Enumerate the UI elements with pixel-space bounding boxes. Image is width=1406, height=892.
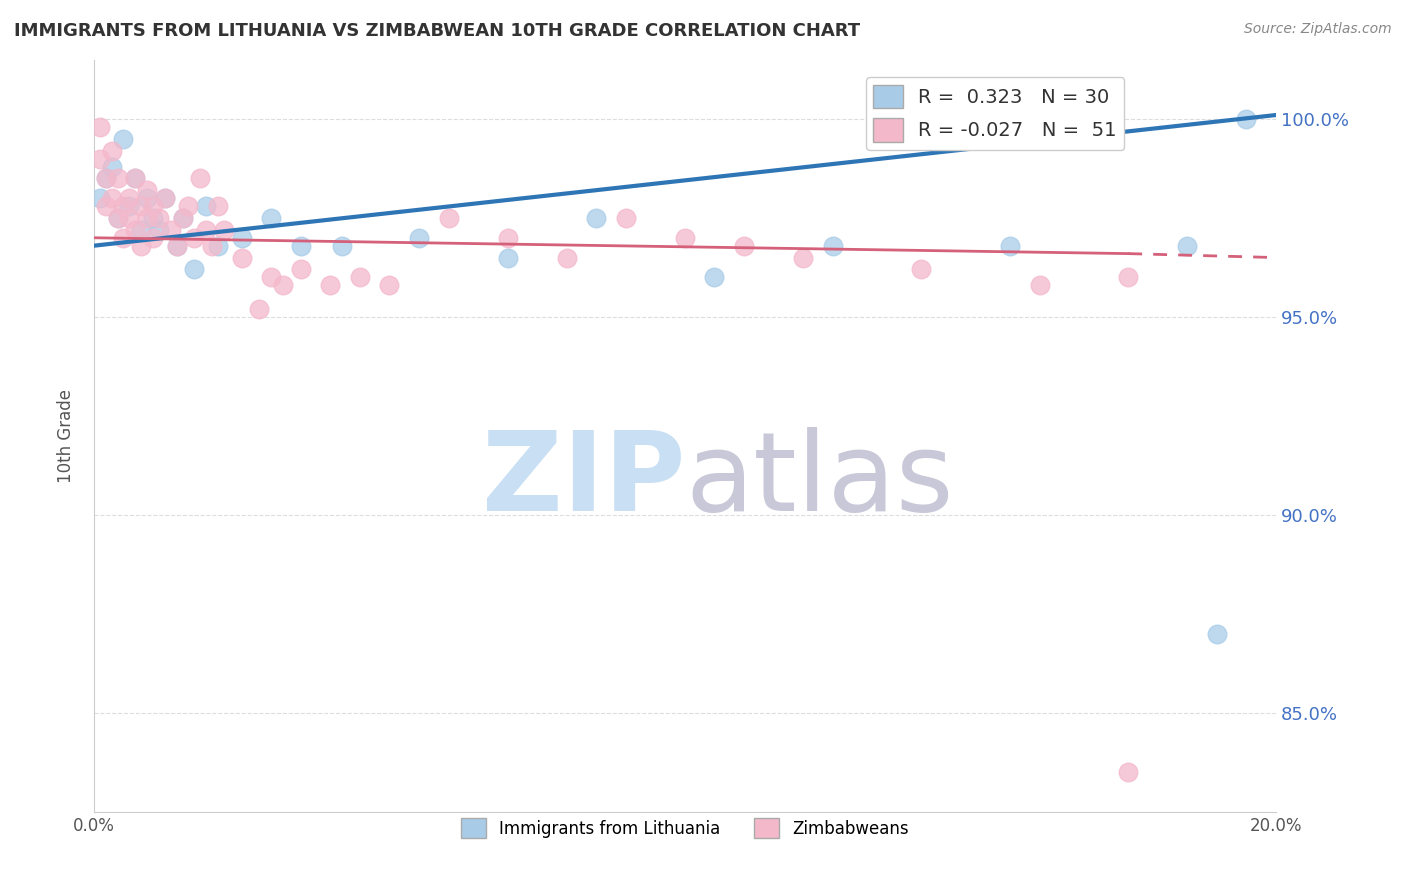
Point [142,231,165,245]
Point [129,223,152,237]
Legend: Immigrants from Lithuania, Zimbabweans: Immigrants from Lithuania, Zimbabweans [454,811,915,845]
Point [89,120,111,134]
Point [112,199,135,213]
Point [207,199,229,213]
Point [100,160,122,174]
Point [89,191,111,205]
Point [142,199,165,213]
Point [555,251,578,265]
Text: IMMIGRANTS FROM LITHUANIA VS ZIMBABWEAN 10TH GRADE CORRELATION CHART: IMMIGRANTS FROM LITHUANIA VS ZIMBABWEAN … [14,22,860,40]
Text: Source: ZipAtlas.com: Source: ZipAtlas.com [1244,22,1392,37]
Point [177,199,200,213]
Point [378,278,401,293]
Point [1028,278,1050,293]
Point [136,211,159,225]
Point [733,238,755,252]
Text: atlas: atlas [685,427,953,534]
Point [496,231,519,245]
Point [821,238,844,252]
Point [673,231,696,245]
Point [249,301,271,316]
Point [330,238,353,252]
Point [129,199,152,213]
Point [703,270,725,285]
Point [124,171,146,186]
Point [231,231,253,245]
Point [94,171,117,186]
Point [166,238,188,252]
Point [142,211,165,225]
Point [89,152,111,166]
Point [172,211,194,225]
Point [201,238,224,252]
Point [195,223,218,237]
Point [188,171,211,186]
Point [260,211,283,225]
Point [1175,238,1198,252]
Point [183,231,205,245]
Point [319,278,342,293]
Point [94,171,117,186]
Point [148,223,170,237]
Point [290,238,312,252]
Point [148,211,170,225]
Point [183,262,205,277]
Point [153,191,176,205]
Point [408,231,430,245]
Point [107,211,129,225]
Point [153,191,176,205]
Point [118,199,141,213]
Point [94,199,117,213]
Point [112,132,135,146]
Point [1116,765,1139,780]
Point [166,238,188,252]
Text: ZIP: ZIP [482,427,685,534]
Point [998,238,1021,252]
Point [159,223,181,237]
Point [614,211,637,225]
Point [349,270,371,285]
Point [195,199,218,213]
Point [212,223,235,237]
Point [107,211,129,225]
Point [107,171,129,186]
Point [118,191,141,205]
Point [792,251,814,265]
Point [271,278,294,293]
Point [290,262,312,277]
Point [437,211,460,225]
Point [136,183,159,197]
Point [910,262,932,277]
Point [129,238,152,252]
Point [1234,112,1257,126]
Point [112,231,135,245]
Point [100,144,122,158]
Point [1205,626,1227,640]
Y-axis label: 10th Grade: 10th Grade [58,389,75,483]
Point [136,191,159,205]
Point [1116,270,1139,285]
Point [260,270,283,285]
Point [207,238,229,252]
Point [231,251,253,265]
Point [172,211,194,225]
Point [585,211,607,225]
Point [100,191,122,205]
Point [496,251,519,265]
Point [118,211,141,225]
Point [124,171,146,186]
Point [124,223,146,237]
